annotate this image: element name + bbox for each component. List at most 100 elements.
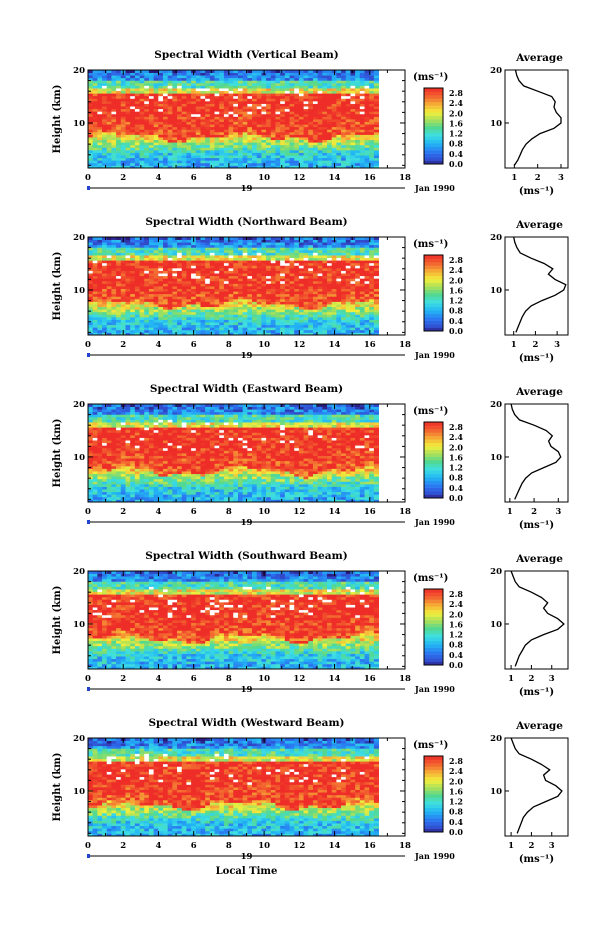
heatmap-cell: [111, 113, 117, 117]
heatmap-cell: [209, 280, 215, 284]
heatmap-cell: [130, 82, 136, 86]
heatmap-cell: [167, 113, 173, 117]
heatmap-cell: [242, 82, 248, 86]
heatmap-cell: [308, 257, 314, 261]
heatmap-cell: [355, 98, 361, 102]
heatmap-cell: [88, 460, 94, 464]
heatmap-cell: [88, 416, 94, 420]
heatmap-cell: [106, 257, 112, 261]
heatmap-cell: [120, 155, 126, 159]
heatmap-cell: [289, 273, 295, 277]
heatmap-cell: [116, 275, 122, 279]
heatmap-cell: [177, 85, 183, 89]
heatmap-cell: [172, 278, 178, 282]
heatmap-cell: [205, 113, 211, 117]
heatmap-cell: [111, 129, 117, 133]
heatmap-cell: [294, 165, 300, 169]
heatmap-cell: [167, 273, 173, 277]
heatmap-cell: [111, 242, 117, 246]
heatmap-cell: [275, 324, 281, 328]
heatmap-cell: [364, 85, 370, 89]
heatmap-cell: [266, 126, 272, 130]
heatmap-cell: [186, 80, 192, 84]
heatmap-cell: [317, 319, 323, 323]
heatmap-cell: [327, 129, 333, 133]
heatmap-cell: [177, 262, 183, 266]
heatmap-cell: [364, 95, 370, 99]
heatmap-cell: [116, 270, 122, 274]
heatmap-cell: [345, 147, 351, 151]
heatmap-cell: [116, 157, 122, 161]
heatmap-cell: [280, 85, 286, 89]
heatmap-cell: [88, 329, 94, 333]
heatmap-cell: [373, 265, 379, 269]
heatmap-cell: [139, 298, 145, 302]
heatmap-cell: [289, 247, 295, 251]
heatmap-cell: [252, 293, 258, 297]
heatmap-cell: [242, 126, 248, 130]
heatmap-cell: [294, 85, 300, 89]
heatmap-cell: [336, 316, 342, 320]
heatmap-cell: [294, 103, 300, 107]
heatmap-cell: [153, 93, 159, 97]
heatmap-cell: [336, 90, 342, 94]
heatmap-cell: [294, 293, 300, 297]
heatmap-cell: [364, 257, 370, 261]
heatmap-cell: [134, 90, 140, 94]
heatmap-cell: [284, 293, 290, 297]
heatmap-cell: [298, 152, 304, 156]
heatmap-cell: [181, 237, 187, 240]
heatmap-cell: [200, 75, 206, 79]
heatmap-cell: [181, 165, 187, 169]
heatmap-cell: [303, 288, 309, 292]
heatmap-cell: [336, 314, 342, 318]
heatmap-cell: [289, 255, 295, 259]
colorbar-segment: [424, 112, 443, 116]
heatmap-cell: [280, 149, 286, 153]
heatmap-cell: [289, 157, 295, 161]
heatmap-cell: [177, 270, 183, 274]
heatmap-cell: [219, 129, 225, 133]
heatmap-cell: [345, 111, 351, 115]
heatmap-cell: [359, 121, 365, 125]
heatmap-cell: [177, 93, 183, 97]
heatmap-cell: [280, 155, 286, 159]
heatmap-cell: [275, 82, 281, 86]
heatmap-cell: [256, 111, 262, 115]
heatmap-cell: [355, 106, 361, 110]
heatmap-cell: [266, 124, 272, 128]
heatmap-cell: [270, 155, 276, 159]
heatmap-cell: [355, 90, 361, 94]
heatmap-cell: [237, 137, 244, 141]
heatmap-cell: [317, 239, 323, 243]
heatmap-cell: [134, 267, 140, 271]
heatmap-cell: [275, 298, 281, 302]
heatmap-cell: [312, 155, 319, 159]
heatmap-cell: [106, 106, 112, 110]
heatmap-cell: [125, 126, 131, 130]
heatmap-cell: [327, 95, 333, 99]
heatmap-cell: [172, 260, 178, 264]
heatmap-cell: [130, 98, 136, 102]
heatmap-cell: [355, 142, 361, 146]
heatmap-cell: [153, 155, 159, 159]
heatmap-cell: [181, 314, 187, 318]
heatmap-cell: [228, 247, 234, 251]
heatmap-cell: [200, 244, 206, 248]
heatmap-cell: [298, 244, 304, 248]
heatmap-cell: [317, 72, 323, 76]
heatmap-cell: [209, 72, 215, 76]
heatmap-cell: [237, 255, 244, 259]
heatmap-cell: [369, 134, 375, 138]
average-x-tick-label: 3: [554, 340, 560, 350]
heatmap-cell: [116, 82, 122, 86]
heatmap-cell: [106, 327, 112, 331]
heatmap-cell: [308, 160, 314, 164]
colorbar-segment: [424, 261, 443, 266]
heatmap-cell: [270, 116, 276, 120]
heatmap-cell: [261, 124, 267, 128]
heatmap-cell: [242, 270, 248, 274]
heatmap-cell: [162, 255, 169, 259]
heatmap-cell: [125, 296, 131, 300]
heatmap-cell: [256, 72, 262, 76]
